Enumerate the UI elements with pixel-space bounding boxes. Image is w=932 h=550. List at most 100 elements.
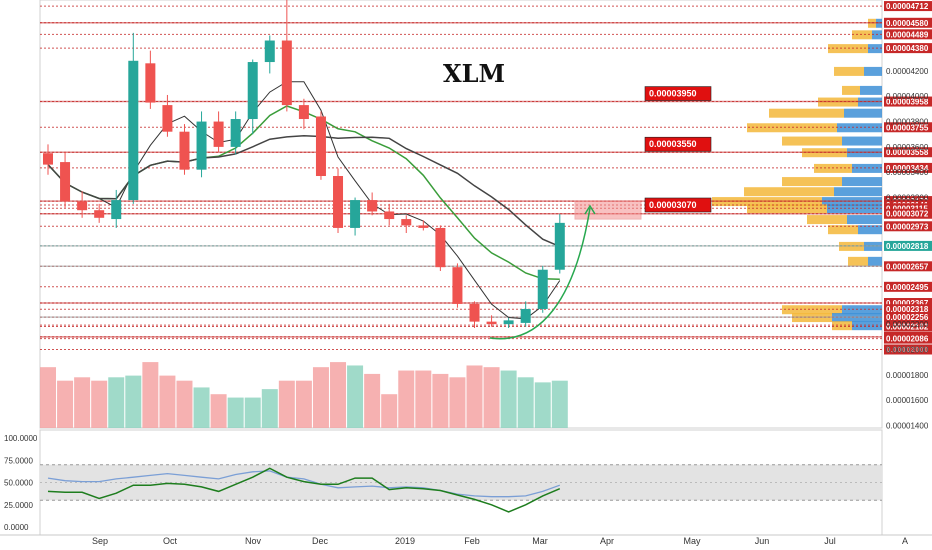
volume-bar xyxy=(381,394,398,428)
price-level-tag xyxy=(884,281,932,292)
candle-body xyxy=(503,320,514,325)
price-level-label: 0.00003558 xyxy=(886,148,929,157)
volume-profile-bar xyxy=(834,187,882,197)
price-tick-label: 0.00003400 xyxy=(886,168,929,177)
oscillator-tick-label: 75.0000 xyxy=(4,456,33,465)
target-zone xyxy=(574,200,642,220)
oscillator-tick-label: 25.0000 xyxy=(4,501,33,510)
candle-body xyxy=(520,308,531,323)
volume-bar xyxy=(210,394,227,428)
price-level-label: 0.00004489 xyxy=(886,30,929,39)
price-level-label: 0.00003434 xyxy=(886,164,929,173)
oscillator-main-line xyxy=(47,467,561,513)
time-tick-label: Sep xyxy=(92,536,108,546)
candle-body xyxy=(264,40,275,63)
volume-profile-bar xyxy=(868,44,882,54)
price-tick-label: 0.00003200 xyxy=(886,194,929,203)
volume-bar xyxy=(295,380,312,428)
price-level-tag xyxy=(884,122,932,133)
volume-bar xyxy=(364,373,381,428)
volume-bar xyxy=(159,375,176,428)
price-level-tag xyxy=(884,17,932,28)
price-level-label: 0.00002367 xyxy=(886,299,929,308)
candle-body xyxy=(469,303,480,322)
price-tick-label: 0.00001400 xyxy=(886,421,929,430)
candle-body xyxy=(367,200,378,212)
candle-body xyxy=(111,200,122,220)
oscillator-signal-line xyxy=(47,470,561,498)
time-tick-label: Mar xyxy=(532,536,548,546)
candle-body xyxy=(213,121,224,147)
volume-profile-bar xyxy=(834,66,864,76)
volume-profile-bar xyxy=(842,85,860,95)
price-level-label: 0.00002182 xyxy=(886,322,929,331)
candle-body xyxy=(60,162,71,202)
price-level-tag xyxy=(884,96,932,107)
price-level-label: 0.00002318 xyxy=(886,305,929,314)
volume-profile-bar xyxy=(852,30,872,40)
price-callout-box xyxy=(644,197,712,213)
price-level-tag xyxy=(884,147,932,158)
candle-body xyxy=(94,210,105,218)
time-tick-label: Jun xyxy=(755,536,770,546)
price-callout-label: 0.00003550 xyxy=(649,139,697,149)
candle-body xyxy=(179,131,190,170)
time-tick-label: Nov xyxy=(245,536,262,546)
volume-bar xyxy=(108,377,125,428)
candle-body xyxy=(486,321,497,325)
volume-profile-bar xyxy=(852,163,882,173)
price-tick-label: 0.00002000 xyxy=(886,345,929,354)
time-tick-label: 2019 xyxy=(395,536,415,546)
volume-bar xyxy=(551,380,568,428)
price-level-tag xyxy=(884,304,932,315)
price-level-tag xyxy=(884,43,932,54)
volume-profile-bar xyxy=(852,321,882,331)
candle-body xyxy=(196,121,207,170)
volume-bar xyxy=(40,367,56,428)
price-tick-label: 0.00004000 xyxy=(886,92,929,101)
volume-profile-bar xyxy=(828,225,858,235)
price-level-label: 0.00002495 xyxy=(886,283,929,292)
candle-body xyxy=(145,63,156,103)
price-level-label: 0.00004380 xyxy=(886,44,929,53)
candle-body xyxy=(350,200,361,228)
volume-profile-bar xyxy=(744,187,834,197)
volume-profile-bar xyxy=(747,204,827,214)
price-callout-box xyxy=(644,136,712,152)
price-level-tag xyxy=(884,344,932,355)
price-level-tag xyxy=(884,312,932,323)
price-level-tag xyxy=(884,298,932,309)
time-tick-label: Feb xyxy=(464,536,480,546)
candle-body xyxy=(435,227,446,268)
volume-bar xyxy=(449,377,466,428)
volume-profile-bar xyxy=(837,123,882,133)
volume-bar xyxy=(330,362,347,428)
volume-profile-bar xyxy=(844,108,882,118)
volume-profile-bar xyxy=(842,136,882,146)
price-callout-label: 0.00003070 xyxy=(649,200,697,210)
price-tick-label: 0.00003600 xyxy=(886,143,929,152)
time-tick-label: May xyxy=(683,536,701,546)
candle-body xyxy=(281,40,292,106)
volume-bar xyxy=(517,377,534,428)
price-level-label: 0.00004712 xyxy=(886,2,929,11)
price-tick-label: 0.00002200 xyxy=(886,320,929,329)
oscillator-tick-label: 0.0000 xyxy=(4,523,29,532)
price-level-label: 0.00004580 xyxy=(886,19,929,28)
price-level-label: 0.00003072 xyxy=(886,210,929,219)
volume-bar xyxy=(261,389,278,428)
price-level-label: 0.00002818 xyxy=(886,242,929,251)
price-level-label: 0.00002086 xyxy=(886,335,929,344)
volume-bar xyxy=(398,370,415,428)
price-level-label: 0.00003755 xyxy=(886,123,929,132)
price-level-tag xyxy=(884,29,932,40)
volume-bar xyxy=(466,365,483,428)
candle-body xyxy=(77,201,88,211)
price-level-tag xyxy=(884,221,932,232)
price-tick-label: 0.00001800 xyxy=(886,371,929,380)
candle-body xyxy=(128,60,139,201)
time-tick-label: A xyxy=(902,536,908,546)
volume-profile-bar xyxy=(782,177,842,187)
candle-body xyxy=(333,176,344,228)
candle-body xyxy=(162,105,173,132)
